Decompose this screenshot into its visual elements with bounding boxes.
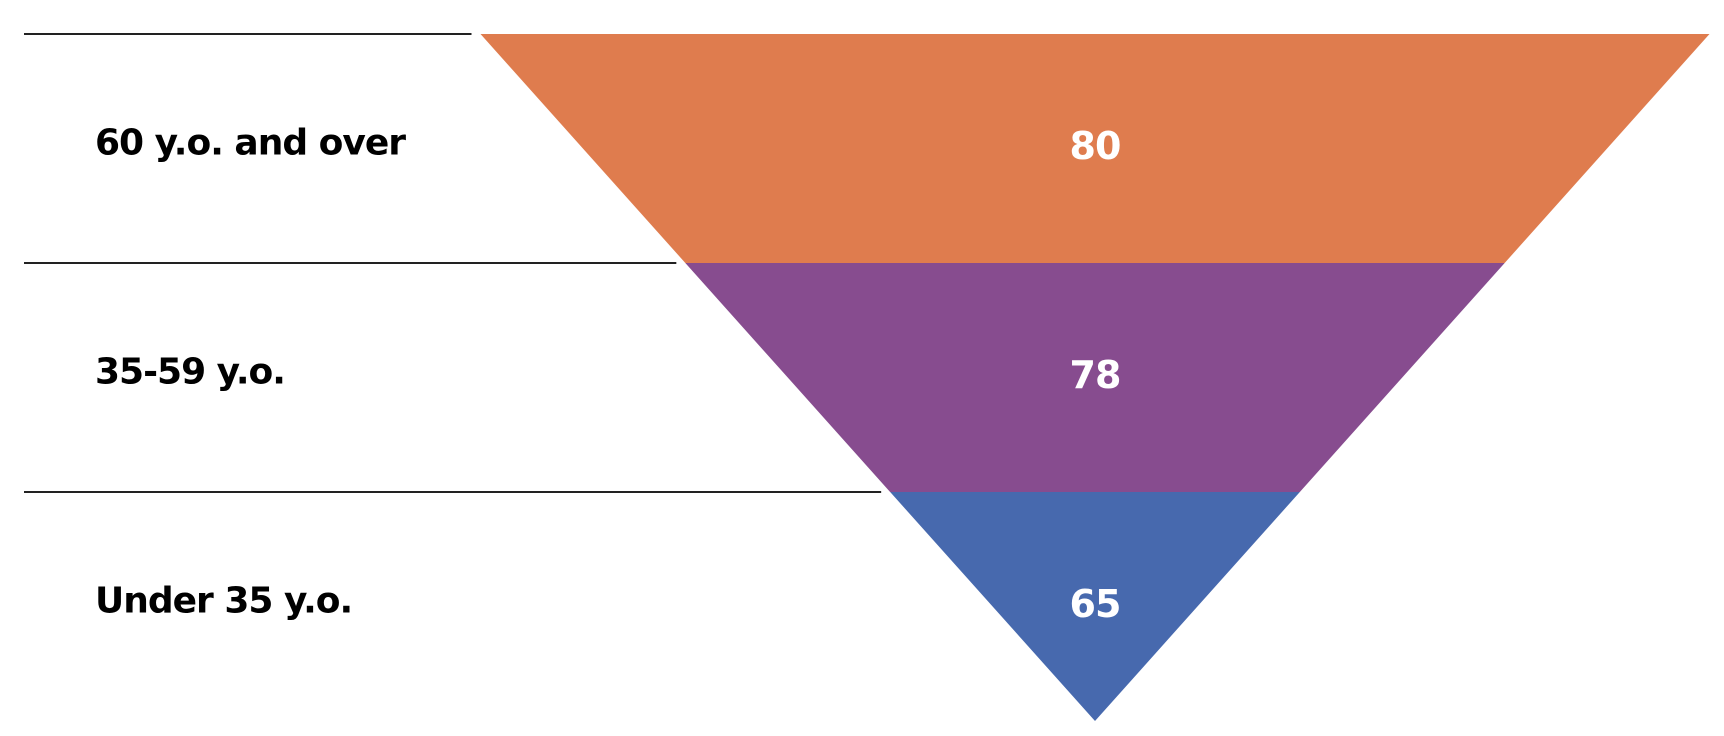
funnel-segment (890, 492, 1300, 721)
value-label: 80 (1070, 124, 1121, 168)
category-label: 35-59 y.o. (95, 352, 285, 393)
funnel-segment (685, 263, 1505, 492)
value-label: 65 (1070, 582, 1121, 626)
value-label: 78 (1070, 353, 1121, 397)
category-label: 60 y.o. and over (95, 123, 406, 164)
funnel-segment (480, 34, 1710, 263)
category-label: Under 35 y.o. (95, 581, 352, 622)
